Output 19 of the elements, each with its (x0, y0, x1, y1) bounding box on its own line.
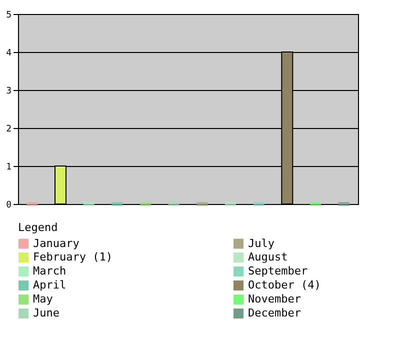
legend-label: November (248, 292, 302, 306)
legend-label: March (33, 264, 66, 278)
y-tick-label: 4 (6, 48, 12, 58)
legend-label: October (4) (248, 278, 321, 292)
legend-title: Legend (18, 221, 58, 234)
legend-label: January (33, 236, 80, 250)
y-tick-label: 1 (6, 162, 12, 172)
legend-label: June (33, 306, 60, 320)
legend-label: August (248, 250, 288, 264)
legend-label: February (1) (33, 250, 112, 264)
y-tick-label: 0 (6, 200, 12, 210)
legend-label: September (248, 264, 308, 278)
y-tick-label: 2 (6, 124, 12, 134)
y-tick-label: 5 (6, 10, 12, 20)
y-tick-label: 3 (6, 86, 12, 96)
legend-label: April (33, 278, 66, 292)
legend-label: May (33, 292, 54, 306)
legend-label: July (248, 236, 275, 250)
legend-label: December (248, 306, 302, 320)
